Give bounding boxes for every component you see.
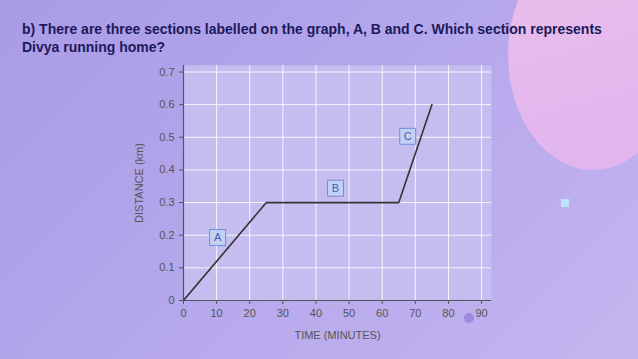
svg-text:0.1: 0.1 bbox=[159, 261, 174, 273]
svg-text:50: 50 bbox=[343, 307, 355, 319]
svg-text:10: 10 bbox=[210, 307, 222, 319]
svg-text:80: 80 bbox=[442, 307, 454, 319]
svg-text:20: 20 bbox=[244, 307, 256, 319]
svg-text:TIME (MINUTES): TIME (MINUTES) bbox=[294, 329, 380, 341]
svg-text:40: 40 bbox=[310, 307, 322, 319]
svg-text:C: C bbox=[404, 130, 412, 142]
svg-text:A: A bbox=[214, 231, 222, 243]
svg-text:0.6: 0.6 bbox=[159, 98, 174, 110]
svg-text:0.2: 0.2 bbox=[159, 229, 174, 241]
svg-text:30: 30 bbox=[277, 307, 289, 319]
svg-text:70: 70 bbox=[409, 307, 421, 319]
svg-text:0.7: 0.7 bbox=[159, 66, 174, 78]
svg-text:DISTANCE (km): DISTANCE (km) bbox=[133, 143, 145, 223]
svg-text:60: 60 bbox=[376, 307, 388, 319]
svg-text:0: 0 bbox=[180, 307, 186, 319]
svg-text:0.5: 0.5 bbox=[159, 131, 174, 143]
svg-text:0.4: 0.4 bbox=[159, 163, 174, 175]
svg-text:B: B bbox=[332, 182, 339, 194]
html-text:b) There are three sections la: b) There are three sections labelled on … bbox=[22, 21, 602, 55]
svg-text:90: 90 bbox=[475, 307, 487, 319]
svg-text:0.3: 0.3 bbox=[159, 196, 174, 208]
svg-text:0: 0 bbox=[168, 294, 174, 306]
